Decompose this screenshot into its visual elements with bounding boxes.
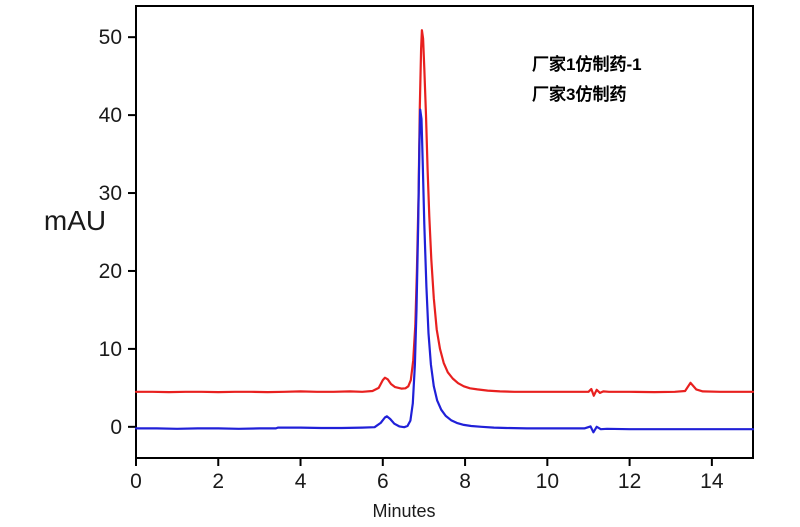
y-tick-label: 50 xyxy=(99,26,122,49)
legend-entry-series1: 厂家1仿制药-1 xyxy=(532,54,642,74)
x-tick-label: 6 xyxy=(377,470,389,493)
x-tick-label: 14 xyxy=(700,470,724,493)
axis-ticks: 0 2 4 6 8 10 12 14 0 10 20 30 40 50 xyxy=(99,26,724,493)
x-axis-label: Minutes xyxy=(372,501,435,521)
plot-frame xyxy=(135,5,754,459)
x-tick-label: 2 xyxy=(212,470,224,493)
y-tick-label: 20 xyxy=(99,260,122,283)
trace-series2 xyxy=(134,108,755,434)
x-tick-label: 12 xyxy=(618,470,641,493)
chromatogram-traces xyxy=(134,29,755,434)
y-tick-label: 40 xyxy=(99,104,122,127)
y-tick-label: 30 xyxy=(99,182,122,205)
y-tick-label: 10 xyxy=(99,338,122,361)
x-tick-label: 8 xyxy=(459,470,471,493)
legend-entry-series2: 厂家3仿制药 xyxy=(532,84,626,104)
x-tick-label: 4 xyxy=(295,470,307,493)
trace-series1 xyxy=(134,29,755,397)
y-tick-label: 0 xyxy=(110,416,122,439)
x-tick-label: 0 xyxy=(130,470,142,493)
y-axis-label: mAU xyxy=(44,205,106,236)
x-tick-label: 10 xyxy=(536,470,559,493)
